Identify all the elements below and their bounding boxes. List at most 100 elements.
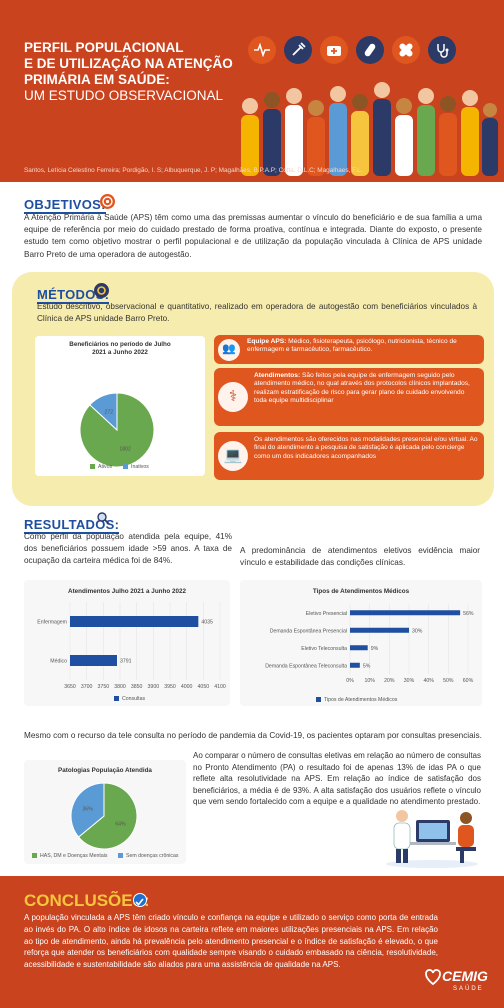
- legend-label: Ativos: [98, 464, 113, 470]
- tick-label: 3700: [81, 684, 93, 690]
- tick-label: 3850: [131, 684, 143, 690]
- bar: [70, 616, 199, 627]
- legend-swatch: [118, 853, 123, 858]
- legend-label: Tipos de Atendimentos Médicos: [324, 697, 398, 703]
- authors-line: Santos, Letícia Celestino Ferreira; Pord…: [24, 167, 363, 174]
- tick-label: 3650: [64, 684, 76, 690]
- bar: [350, 610, 461, 616]
- first-aid-kit-icon: [320, 36, 348, 64]
- tick-label: 3950: [164, 684, 176, 690]
- gears-icon: [94, 283, 109, 298]
- legend-swatch: [316, 697, 321, 702]
- tick-label: 3900: [148, 684, 160, 690]
- chart-title: Beneficiários no período de Julho 2021 a…: [69, 341, 171, 356]
- box-text: São feitos pela equipe de enfermagem seg…: [254, 372, 470, 405]
- resultados-text-bottom-content: Ao comparar o número de consultas eletiv…: [193, 751, 481, 807]
- target-icon: [100, 194, 115, 209]
- slice-label: 272: [105, 409, 114, 415]
- chart-title: Tipos de Atendimentos Médicos: [312, 588, 410, 595]
- teleconsult-icon: 💻: [218, 441, 248, 471]
- box-label: Atendimentos:: [254, 372, 301, 379]
- method-box-atendimentos: ⚕ Atendimentos: São feitos pela equipe d…: [214, 368, 484, 426]
- bar-plot: 3650 3700 3750 3800 3850 3900 3950 4000 4050 4100…: [37, 602, 226, 702]
- tick-label: 10%: [364, 678, 375, 684]
- conclusoes-text: A população vinculada a APS têm criado v…: [24, 913, 438, 970]
- slice-label: 1802: [119, 447, 131, 453]
- bar: [350, 627, 409, 633]
- logo-sub: SAÚDE: [453, 986, 484, 992]
- resultados-text-left: Como perfil da população atendida pela e…: [24, 532, 232, 566]
- resultados-text-bottom: Ao comparar o número de consultas eletiv…: [193, 750, 481, 808]
- tick-label: 20%: [384, 678, 395, 684]
- chart-title: Patologias População Atendida: [58, 767, 152, 774]
- legend-swatch: [123, 464, 128, 469]
- title-line: E DE UTILIZAÇÃO NA ATENÇÃO: [24, 56, 233, 71]
- conclusoes-title: CONCLUSÕES:: [24, 891, 150, 910]
- bar: [70, 655, 117, 666]
- category-label: Demanda Espontânea Presencial: [270, 628, 347, 634]
- bar: [350, 662, 360, 668]
- tick-label: 3800: [114, 684, 126, 690]
- bandage-icon: [392, 36, 420, 64]
- bar-chart-tipos: Tipos de Atendimentos Médicos 0% 10% 20% 30…: [240, 580, 482, 706]
- objetivos-title: OBJETIVOS:: [24, 197, 106, 214]
- category-label: Enfermagem: [37, 620, 67, 626]
- tick-label: 30%: [404, 678, 415, 684]
- check-icon: [133, 893, 147, 907]
- logo-name: CEMIG: [442, 968, 488, 984]
- chart-title: Atendimentos Julho 2021 a Junho 2022: [68, 588, 186, 595]
- title-line: PRIMÁRIA EM SAÚDE:: [24, 72, 170, 87]
- tick-label: 40%: [423, 678, 434, 684]
- category-label: Demanda Espontânea Teleconsulta: [265, 663, 347, 669]
- value-label: 4035: [201, 620, 213, 626]
- pie-chart-beneficiarios: Beneficiários no período de Julho 2021 a…: [35, 336, 205, 476]
- health-icons-row: [248, 36, 456, 64]
- resultados-text-mid: Mesmo com o recurso da tele consulta no …: [24, 731, 482, 740]
- objetivos-text: A Atenção Primária à Saúde (APS) têm com…: [24, 213, 482, 259]
- pie-plot: 64% 36% HAS, DM e Doenças Mentais Sem doenç…: [32, 782, 179, 859]
- tick-label: 60%: [463, 678, 474, 684]
- pie-chart-patologias: Patologias População Atendida 64% 36% HAS,…: [24, 760, 186, 864]
- method-box-equipe: 👥 Equipe APS: Médico, fisioterapeuta, ps…: [214, 335, 484, 364]
- tick-label: 4100: [214, 684, 226, 690]
- heart-logo-icon: [425, 969, 441, 986]
- category-label: Eletivo Presencial: [306, 611, 347, 617]
- resultados-text-right: A predominância de atendimentos eletivos…: [240, 546, 480, 568]
- tick-label: 50%: [443, 678, 454, 684]
- value-label: 9%: [371, 646, 379, 652]
- tick-label: 4050: [198, 684, 210, 690]
- poster-title: PERFIL POPULACIONAL E DE UTILIZAÇÃO NA A…: [24, 40, 244, 104]
- magnifier-icon: [96, 511, 110, 525]
- bar-chart-atendimentos: Atendimentos Julho 2021 a Junho 2022 365…: [24, 580, 230, 706]
- bar: [350, 645, 368, 651]
- box-label: Equipe APS:: [247, 338, 287, 345]
- title-line: PERFIL POPULACIONAL: [24, 40, 184, 55]
- team-icon: 👥: [218, 338, 240, 361]
- legend-label: Sem doenças crônicas: [126, 853, 179, 859]
- legend-swatch: [32, 853, 37, 858]
- legend-label: HAS, DM e Doenças Mentais: [40, 853, 108, 859]
- heart-rate-icon: [248, 36, 276, 64]
- resultados-title: RESULTADOS:: [24, 517, 120, 534]
- capsule-icon: [356, 36, 384, 64]
- pie-slice: [70, 782, 105, 838]
- category-label: Eletivo Teleconsulta: [301, 646, 347, 652]
- tick-label: 3750: [98, 684, 110, 690]
- slice-label: 36%: [82, 806, 93, 812]
- legend-label: Inativos: [131, 464, 149, 470]
- bar-plot: 0% 10% 20% 30% 40% 50% 60% Eletivo Presencial 56…: [265, 604, 474, 703]
- metodos-title: MÉTODOS:: [37, 287, 110, 304]
- slice-label: 64%: [115, 822, 126, 828]
- syringe-icon: [284, 36, 312, 64]
- title-line: UM ESTUDO OBSERVACIONAL: [24, 88, 224, 103]
- metodos-text: Estudo descritivo, observacional e quant…: [37, 302, 477, 324]
- box-text: Médico, fisioterapeuta, psicólogo, nutri…: [247, 338, 457, 354]
- cemig-saude-logo: CEMIG SAÚDE: [424, 962, 496, 1002]
- tick-label: 0%: [346, 678, 354, 684]
- stethoscope-icon: ⚕: [218, 382, 248, 412]
- category-label: Médico: [50, 659, 67, 665]
- doctor-consultation-illustration: [386, 810, 478, 868]
- tick-label: 4000: [181, 684, 193, 690]
- legend-swatch: [114, 696, 119, 701]
- method-box-modalidades: 💻 Os atendimentos são oferecidos nas mod…: [214, 432, 484, 480]
